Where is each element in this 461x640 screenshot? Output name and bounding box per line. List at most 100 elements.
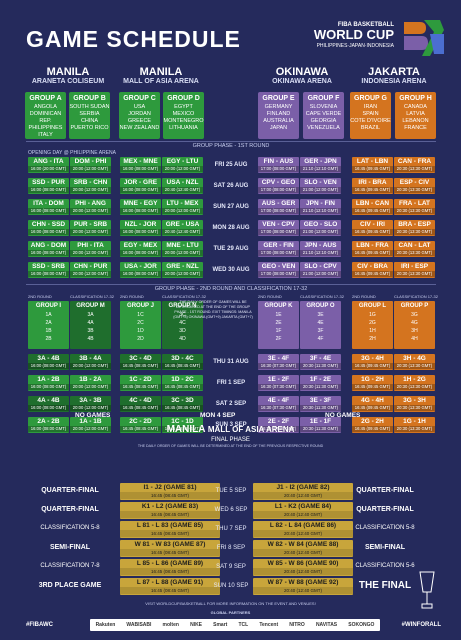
round2-slot: 1F <box>275 328 282 334</box>
game-time: 20:40 (12:40 GMT) <box>253 511 353 518</box>
game-time: 16:30 (07:30 GMT) <box>258 363 299 369</box>
game-time: 21:00 (12:00 GMT) <box>300 271 341 277</box>
round2-slot: 1E <box>275 312 282 318</box>
game-slot: 4E - 4F 16:30 (07:30 GMT) <box>258 396 299 412</box>
final-city: MANILA <box>166 424 206 435</box>
game-matchup: CIV - IRI <box>360 221 385 228</box>
game-time: 16:45 (08:45 GMT) <box>120 587 220 594</box>
game-time: 17:00 (08:00 GMT) <box>258 250 299 256</box>
round2-header: CLASSIFICATION 17-32 <box>70 294 114 299</box>
game-matchup: 3D - 4C <box>171 355 194 362</box>
game-slot: 1A - 1B 20:00 (12:00 GMT) <box>70 417 111 433</box>
day-label: FRI 8 SEP <box>216 545 246 551</box>
game-matchup: SLO - CPV <box>304 263 337 270</box>
group-name: GROUP C <box>123 95 156 102</box>
group-team: NEW ZEALAND <box>119 125 160 131</box>
game-slot: FRA - LAT 20:30 (13:30 GMT) <box>394 199 435 215</box>
round2-group-box: GROUP I 1A 2A 1B 2B <box>28 301 69 349</box>
game-slot: PUR - SRB 20:00 (12:00 GMT) <box>70 220 111 236</box>
game-matchup: 3C - 4D <box>129 355 152 362</box>
game-slot: 1F - 2E 20:30 (11:30 GMT) <box>300 375 341 391</box>
day-label: FRI 1 SEP <box>216 380 246 386</box>
game-matchup: 1C - 2D <box>129 376 152 383</box>
game-time: 20:40 (12:40 GMT) <box>253 549 353 556</box>
game-slot: CHN - PUR 20:00 (12:00 GMT) <box>70 262 111 278</box>
final-stage-right: CLASSIFICATION 5-6 <box>355 563 415 569</box>
game-slot: ANG - DOM 16:00 (08:00 GMT) <box>28 241 69 257</box>
game-time: 16:45 (09:45 GMT) <box>352 166 393 172</box>
game-time: 20:30 (13:30 GMT) <box>394 426 435 432</box>
group-team: ITALY <box>38 132 53 138</box>
group-name: GROUP G <box>354 95 387 102</box>
game-matchup: SRB - CHN <box>73 179 108 186</box>
game-slot: LAT - LBN 16:45 (09:45 GMT) <box>352 157 393 173</box>
final-stage-left: CLASSIFICATION 5-8 <box>40 525 100 531</box>
game-time: 16:45 (08:45 GMT) <box>120 405 161 411</box>
round2-slot: 4B <box>87 336 94 342</box>
game-slot: GRE - USA 20:40 (12:40 GMT) <box>162 220 203 236</box>
game-slot: LTU - MEX 20:00 (12:00 GMT) <box>162 199 203 215</box>
game-time: 20:40 (12:40 GMT) <box>253 530 353 537</box>
group-team: USA <box>133 104 146 110</box>
game-time: 20:00 (12:00 GMT) <box>70 363 111 369</box>
game-matchup: 2C - 2D <box>129 418 152 425</box>
final-stage-left: 3RD PLACE GAME <box>38 582 102 589</box>
game-slot: CAN - FRA 20:30 (13:30 GMT) <box>394 157 435 173</box>
page-title: GAME SCHEDULE <box>26 26 241 52</box>
game-time: 20:30 (13:30 GMT) <box>394 208 435 214</box>
round2-slot: 2F <box>275 336 282 342</box>
game-slot: 3G - 3H 20:30 (13:30 GMT) <box>394 396 435 412</box>
group-team: SOUTH SUDAN <box>69 104 110 110</box>
partners-label: GLOBAL PARTNERS <box>210 610 251 615</box>
brand-fiba-text: FIBA BASKETBALL <box>337 22 394 28</box>
game-slot: 3G - 4H 16:45 (09:45 GMT) <box>352 354 393 370</box>
round2-slot: 4D <box>179 336 186 342</box>
game-slot: JPN - FIN 21:10 (12:10 GMT) <box>300 199 341 215</box>
round2-header: 2ND ROUND <box>352 294 376 299</box>
game-time: 21:00 (12:00 GMT) <box>300 187 341 193</box>
game-time: 17:00 (08:00 GMT) <box>258 187 299 193</box>
game-slot: MEX - MNE 16:00 (08:00 GMT) <box>120 157 161 173</box>
round2-slot: 2E <box>275 320 282 326</box>
final-game-slot: W 82 - W 84 (GAME 88) 20:40 (12:40 GMT) <box>253 540 353 557</box>
venue-manila-araneta: MANILA ARANETA COLISEUM <box>25 67 111 87</box>
game-time: 16:45 (08:45 GMT) <box>120 492 220 499</box>
game-slot: GER - JPN 21:10 (12:10 GMT) <box>300 157 341 173</box>
game-time: 16:00 (08:00 GMT) <box>120 229 161 235</box>
game-matchup: JPN - AUS <box>304 242 337 249</box>
game-time: 16:45 (09:45 GMT) <box>352 250 393 256</box>
game-slot: USA - NZL 20:40 (12:40 GMT) <box>162 178 203 194</box>
partners-strip: Rakuten WABISABI molten NIKE Smart TCL Tencent… <box>90 619 380 631</box>
game-time: 16:45 (08:45 GMT) <box>120 530 220 537</box>
round2-slot: 2G <box>369 320 376 326</box>
round2-group-name: GROUP M <box>76 303 105 309</box>
round2-header: CLASSIFICATION 17-32 <box>394 294 438 299</box>
game-time: 16:00 (08:00 GMT) <box>28 271 69 277</box>
game-slot: CHN - SSD 16:00 (08:00 GMT) <box>28 220 69 236</box>
game-slot: 1C - 2D 16:45 (08:45 GMT) <box>120 375 161 391</box>
round2-group-name: GROUP O <box>306 303 335 309</box>
group-team: AUSTRALIA <box>263 118 294 124</box>
game-time: 20:00 (12:00 GMT) <box>70 229 111 235</box>
game-slot: IRI - ESP 20:30 (13:30 GMT) <box>394 262 435 278</box>
game-time: 20:00 (12:00 GMT) <box>70 250 111 256</box>
round2-slot: 2B <box>45 336 52 342</box>
day-label: WED 30 AUG <box>212 267 250 273</box>
game-slot: SSD - SRB 16:00 (08:00 GMT) <box>28 262 69 278</box>
group-team: BRAZIL <box>360 125 381 131</box>
round2-header: 2ND ROUND <box>258 294 282 299</box>
game-slot: GER - FIN 17:00 (08:00 GMT) <box>258 241 299 257</box>
partner-logo: Rakuten <box>95 622 116 628</box>
game-time: 16:45 (09:45 GMT) <box>352 426 393 432</box>
venue-arena: MALL OF ASIA ARENA <box>123 78 199 85</box>
round2-header: 2ND ROUND <box>28 294 52 299</box>
day-label: SAT 2 SEP <box>215 401 247 407</box>
game-time: 16:45 (08:45 GMT) <box>162 426 203 432</box>
game-time: 20:40 (12:40 GMT) <box>253 568 353 575</box>
group-box: GROUP G IRAN SPAIN COTE D'IVOIRE BRAZIL <box>350 92 391 139</box>
partner-logo: Tencent <box>259 622 279 628</box>
game-time: 20:00 (12:00 GMT) <box>162 271 203 277</box>
opening-day-label: OPENING DAY @ PHILIPPINE ARENA <box>28 150 116 156</box>
game-time: 20:00 (12:00 GMT) <box>70 426 111 432</box>
game-time: 16:00 (08:00 GMT) <box>120 187 161 193</box>
